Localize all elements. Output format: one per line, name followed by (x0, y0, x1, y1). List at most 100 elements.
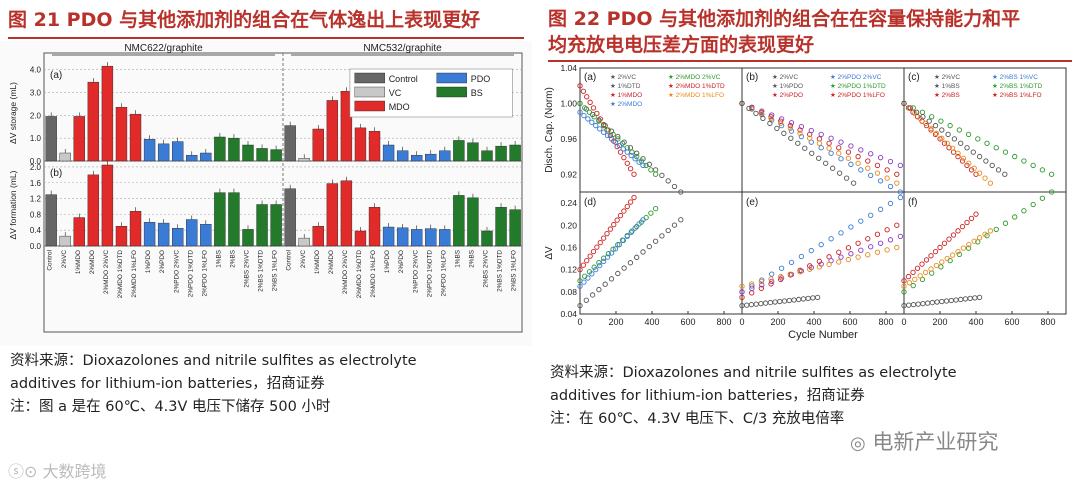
data-point (995, 167, 1002, 173)
data-point (828, 236, 834, 242)
x-tick-label: 2%PDO (398, 250, 405, 273)
data-point (987, 228, 994, 234)
data-point (580, 88, 587, 94)
data-point (787, 125, 794, 131)
legend-label: PDO (471, 74, 491, 84)
bar (453, 195, 465, 247)
data-point (964, 219, 970, 226)
x-tick-label: 200 (932, 317, 947, 327)
x-tick-label: 2%BS (229, 250, 236, 268)
data-point (778, 273, 784, 280)
x-tick-label: 1%MDO (75, 250, 82, 274)
bar (101, 164, 114, 247)
x-tick-label: 2%BS 2%VC (244, 250, 251, 288)
data-point (910, 269, 916, 276)
data-point (602, 281, 608, 287)
panel-label: (f) (908, 197, 917, 208)
data-point (607, 132, 614, 139)
data-point (944, 255, 950, 262)
data-point (894, 244, 900, 251)
legend-entry: ★ 2%PDO (772, 91, 803, 99)
data-point (946, 236, 952, 242)
y-tick-label: 3.0 (30, 88, 42, 97)
data-point (590, 248, 597, 255)
left-figure: 图 21 PDO 与其他添加剂的组合在气体逸出上表现更好 NMC622/grap… (0, 0, 532, 419)
data-point (993, 145, 999, 151)
y-tick-label: 4.0 (30, 66, 42, 75)
data-point (628, 152, 634, 159)
data-point (665, 178, 671, 184)
data-point (838, 230, 844, 236)
data-point (933, 130, 940, 136)
data-point (678, 189, 684, 195)
data-point (615, 270, 621, 277)
data-point (620, 146, 626, 152)
data-point (624, 203, 630, 210)
x-tick-label: 200 (770, 317, 785, 327)
data-point (887, 237, 894, 243)
data-point (929, 114, 935, 120)
data-point (920, 114, 926, 120)
data-point (1002, 171, 1008, 177)
data-point (594, 244, 600, 250)
bar (382, 226, 395, 247)
x-tick-label: 800 (878, 317, 893, 327)
data-point (976, 235, 983, 241)
data-point (989, 162, 995, 169)
bar (453, 140, 465, 162)
data-point (671, 183, 678, 190)
legend-swatch (436, 72, 467, 84)
title-rule (548, 60, 1072, 62)
x-tick-label: 400 (968, 317, 983, 327)
legend-swatch (354, 86, 385, 98)
data-point (577, 266, 583, 273)
title-rule (8, 37, 524, 39)
data-point (582, 105, 588, 111)
x-tick-label: 2%VC (300, 250, 307, 268)
data-point (858, 247, 864, 253)
bar (368, 131, 381, 162)
legend-label: MDO (389, 102, 410, 112)
data-point (617, 149, 624, 155)
y-tick-label: 2.0 (30, 163, 42, 172)
x-tick-label: 2%BS 1%DTD (497, 250, 504, 292)
bar (354, 230, 367, 247)
data-point (769, 112, 775, 118)
legend-entry: ★ 2%VC (772, 73, 798, 81)
data-point (955, 153, 961, 160)
data-point (923, 257, 930, 263)
x-tick-label: 2%BS (468, 250, 475, 268)
data-point (1030, 201, 1036, 208)
data-point (632, 156, 638, 162)
data-point (826, 145, 832, 151)
data-point (629, 228, 635, 234)
data-point (809, 150, 815, 156)
data-point (807, 135, 813, 141)
data-point (928, 266, 934, 272)
data-point (781, 130, 787, 136)
data-point (983, 158, 989, 164)
data-point (643, 162, 649, 169)
data-point (955, 150, 961, 156)
data-point (897, 162, 904, 169)
data-point (612, 246, 619, 252)
bar (59, 152, 71, 162)
data-point (597, 262, 603, 269)
bar (284, 125, 296, 162)
bar (425, 228, 437, 247)
y-tick-label-top: 0.92 (560, 169, 577, 179)
y-axis-label-bottom: ΔV (544, 246, 555, 260)
bar (172, 141, 184, 162)
bar (354, 127, 367, 162)
bar (481, 150, 493, 162)
bar (439, 150, 451, 162)
data-point (1012, 214, 1018, 220)
data-point (937, 244, 943, 251)
data-point (759, 282, 765, 288)
panel-label: (b) (746, 72, 758, 83)
data-point (949, 252, 956, 258)
data-point (887, 158, 894, 165)
bar (157, 143, 170, 162)
data-point (760, 115, 766, 122)
data-point (874, 231, 881, 237)
